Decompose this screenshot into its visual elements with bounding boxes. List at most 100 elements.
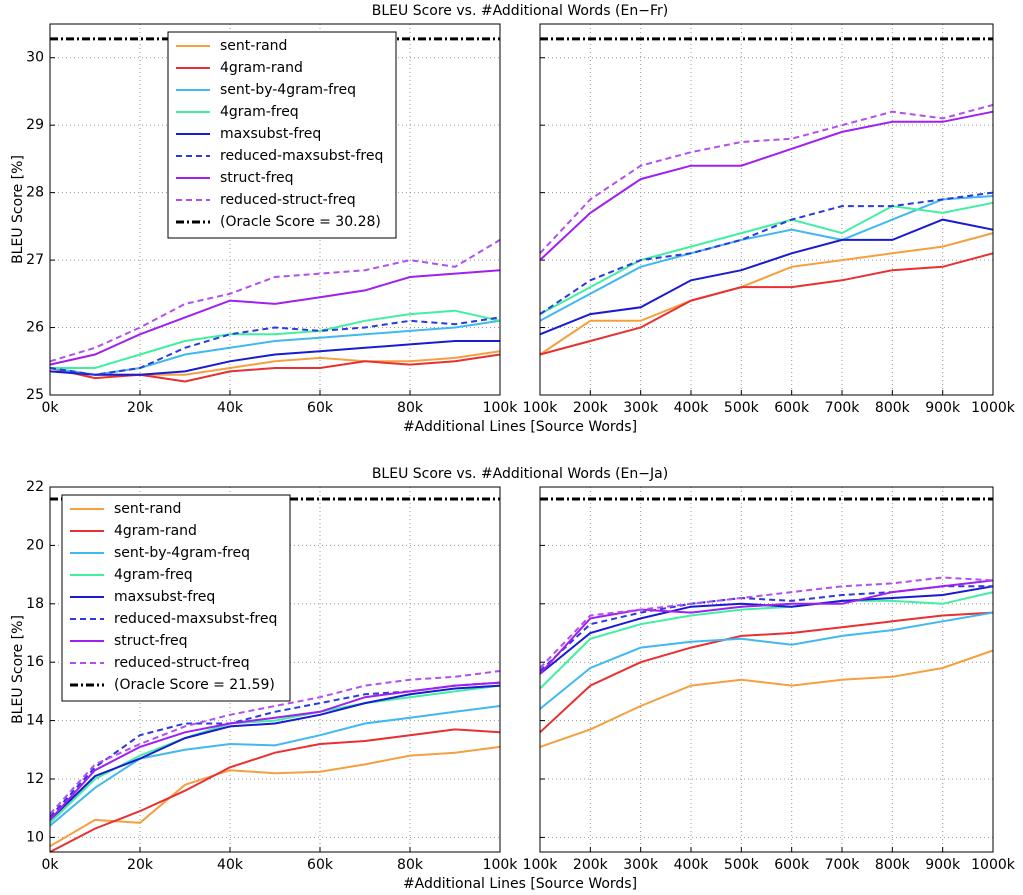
legend-label: maxsubst-freq	[220, 126, 321, 142]
x-tick-label: 20k	[127, 857, 154, 873]
x-tick-label: 100k	[483, 400, 519, 416]
x-axis-label: #Additional Lines [Source Words]	[403, 419, 637, 435]
y-tick-label: 20	[26, 537, 44, 553]
legend-label: 4gram-rand	[114, 523, 197, 539]
legend-label: 4gram-freq	[220, 104, 299, 120]
series-line	[539, 218, 994, 336]
x-tick-label: 800k	[875, 857, 911, 873]
legend-label: (Oracle Score = 30.28)	[220, 214, 381, 230]
x-tick-label: 500k	[724, 857, 760, 873]
series-line	[539, 195, 994, 322]
x-axis-label: #Additional Lines [Source Words]	[403, 876, 637, 892]
legend-label: 4gram-freq	[114, 567, 193, 583]
x-tick-label: 40k	[217, 400, 244, 416]
x-tick-label: 600k	[774, 400, 810, 416]
y-tick-label: 22	[26, 479, 44, 495]
x-tick-label: 100k	[483, 857, 519, 873]
legend-label: reduced-maxsubst-freq	[220, 148, 383, 164]
legend-label: sent-by-4gram-freq	[220, 82, 356, 98]
series-line	[539, 232, 994, 356]
x-tick-label: 60k	[307, 857, 334, 873]
y-tick-label: 25	[26, 387, 44, 403]
legend-label: struct-freq	[220, 170, 294, 186]
legend-label: struct-freq	[114, 633, 188, 649]
x-tick-label: 1000k	[971, 857, 1016, 873]
x-tick-label: 900k	[925, 400, 961, 416]
x-tick-label: 1000k	[971, 400, 1016, 416]
legend-label: maxsubst-freq	[114, 589, 215, 605]
series-line	[49, 319, 501, 376]
legend-label: sent-by-4gram-freq	[114, 545, 250, 561]
x-tick-label: 700k	[825, 400, 861, 416]
y-tick-label: 29	[26, 117, 44, 133]
x-tick-label: 100k	[523, 857, 559, 873]
series-line	[49, 745, 501, 848]
x-tick-label: 300k	[623, 857, 659, 873]
x-tick-label: 0k	[41, 857, 59, 873]
x-tick-label: 200k	[573, 400, 609, 416]
y-axis-label: BLEU Score [%]	[10, 155, 26, 264]
y-tick-label: 10	[26, 829, 44, 845]
series-line	[50, 309, 501, 369]
x-tick-label: 200k	[573, 857, 609, 873]
series-line	[49, 269, 501, 366]
series-line	[539, 110, 994, 261]
x-tick-label: 100k	[523, 400, 559, 416]
series-line	[49, 340, 500, 376]
plot-frame	[539, 486, 994, 853]
x-tick-label: 0k	[41, 400, 59, 416]
y-tick-label: 28	[26, 185, 44, 201]
plot-frame	[49, 486, 501, 853]
series-line	[49, 353, 501, 383]
x-tick-label: 400k	[674, 857, 710, 873]
series-line	[49, 684, 501, 821]
series-line	[539, 579, 994, 675]
series-line	[539, 576, 994, 669]
y-tick-label: 26	[26, 320, 44, 336]
series-line	[49, 681, 501, 818]
legend-label: sent-rand	[114, 501, 181, 517]
series-line	[539, 649, 994, 748]
x-tick-label: 600k	[774, 857, 810, 873]
y-tick-label: 16	[26, 654, 44, 670]
series-line	[539, 103, 994, 254]
legend-label: sent-rand	[220, 38, 287, 54]
series-line	[49, 681, 501, 821]
legend-label: (Oracle Score = 21.59)	[114, 677, 275, 693]
series-line	[539, 585, 993, 672]
legend-label: reduced-struct-freq	[220, 192, 356, 208]
series-line	[539, 591, 994, 690]
plot-frame	[49, 23, 501, 396]
y-tick-label: 18	[26, 596, 44, 612]
series-line	[539, 201, 994, 315]
x-tick-label: 400k	[674, 400, 710, 416]
series-line	[539, 191, 994, 315]
series-line	[49, 316, 501, 376]
series-line	[49, 728, 501, 853]
x-tick-label: 40k	[217, 857, 244, 873]
series-line	[539, 252, 994, 356]
series-line	[49, 239, 501, 363]
chart-title: BLEU Score vs. #Additional Words (En−Fr)	[372, 3, 668, 19]
y-axis-label: BLEU Score [%]	[10, 615, 26, 724]
x-tick-label: 800k	[875, 400, 911, 416]
series-line	[539, 611, 994, 734]
legend-label: reduced-maxsubst-freq	[114, 611, 277, 627]
x-tick-label: 300k	[623, 400, 659, 416]
plot-frame	[539, 23, 994, 396]
y-tick-label: 27	[26, 252, 44, 268]
legend-label: reduced-struct-freq	[114, 655, 250, 671]
x-tick-label: 80k	[397, 400, 424, 416]
x-tick-label: 60k	[307, 400, 334, 416]
series-line	[49, 705, 501, 827]
x-tick-label: 500k	[724, 400, 760, 416]
series-line	[539, 611, 994, 710]
legend-label: 4gram-rand	[220, 60, 303, 76]
y-tick-label: 30	[26, 50, 44, 66]
x-tick-label: 80k	[397, 857, 424, 873]
chart-title: BLEU Score vs. #Additional Words (En−Ja)	[372, 466, 668, 482]
y-tick-label: 14	[26, 713, 44, 729]
x-tick-label: 700k	[825, 857, 861, 873]
y-tick-label: 12	[26, 771, 44, 787]
